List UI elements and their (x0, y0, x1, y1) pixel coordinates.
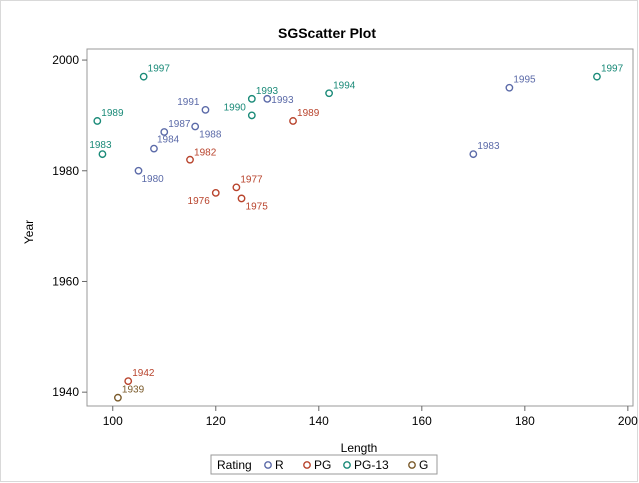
data-point-marker (237, 194, 246, 203)
data-point-marker (139, 72, 148, 81)
data-point-label: 1989 (101, 108, 124, 119)
legend-item-label: PG (314, 458, 331, 472)
data-point-label: 1988 (199, 129, 222, 140)
data-point-label: 1997 (601, 64, 624, 75)
data-point-label: 1942 (132, 368, 155, 379)
x-tick-label: 180 (515, 414, 535, 428)
data-point-marker (263, 94, 272, 103)
data-point-marker (247, 94, 256, 103)
data-point-label: 1991 (177, 97, 200, 108)
data-point-marker (505, 83, 514, 92)
x-tick-label: 140 (309, 414, 329, 428)
data-point-label: 1994 (333, 80, 356, 91)
data-point-label: 1939 (122, 385, 145, 396)
data-point-label: 1982 (194, 148, 217, 159)
data-point-marker (98, 150, 107, 159)
data-points: 1980 1984 1987 1988 1991 1993 1983 1995 1942 1982… (89, 64, 624, 402)
legend-items: R PG PG-13 G (264, 458, 428, 472)
y-tick-label: 1960 (52, 274, 79, 288)
data-point-label: 1990 (224, 102, 247, 113)
legend-frame (210, 454, 438, 475)
data-point-label: 1975 (246, 201, 269, 212)
data-point-marker (247, 111, 256, 120)
data-point-marker (160, 128, 169, 136)
legend-item-label: G (419, 458, 428, 472)
x-tick-label: 120 (206, 414, 226, 428)
legend-marker (264, 461, 272, 469)
plot-area (86, 48, 634, 407)
data-point-label: 1984 (157, 135, 180, 146)
data-point-marker (191, 122, 200, 131)
data-point-label: 1983 (477, 141, 500, 152)
data-point-label: 1980 (142, 174, 165, 185)
legend-item-label: PG-13 (354, 458, 389, 472)
x-axis-label: Length (341, 441, 378, 455)
y-tick-label: 1940 (52, 385, 79, 399)
data-point-label: 1989 (297, 108, 320, 119)
data-point-marker (593, 72, 601, 81)
x-tick-label: 100 (103, 414, 123, 428)
data-point-label: 1983 (89, 140, 112, 151)
data-point-marker (289, 117, 297, 125)
data-point-marker (150, 144, 158, 153)
data-point-label: 1993 (271, 95, 294, 106)
legend-marker (343, 461, 351, 469)
chart-title: SGScatter Plot (278, 25, 376, 41)
data-point-marker (114, 393, 122, 402)
data-point-label: 1997 (148, 64, 171, 75)
y-axis-label: Year (22, 220, 36, 244)
legend-marker (303, 461, 311, 469)
data-point-marker (469, 150, 478, 159)
legend: Rating R PG PG-13 G (210, 454, 438, 475)
data-point-marker (134, 166, 143, 175)
data-point-label: 1977 (240, 174, 263, 185)
data-point-marker (325, 89, 333, 98)
legend-title: Rating (217, 458, 252, 472)
data-point-marker (211, 189, 220, 197)
legend-marker (408, 461, 416, 469)
data-point-label: 1995 (513, 75, 536, 86)
data-point-marker (124, 377, 133, 385)
data-point-label: 1993 (256, 86, 279, 97)
data-point-label: 1987 (168, 119, 191, 130)
data-point-marker (93, 117, 102, 125)
y-tick-label: 1980 (52, 164, 79, 178)
data-point-marker (201, 105, 210, 114)
y-tick-label: 2000 (52, 53, 79, 67)
axes: 100 120 140 160 180 200 1940 1960 1980 2000 (52, 53, 638, 428)
x-tick-label: 200 (618, 414, 638, 428)
data-point-marker (232, 183, 241, 192)
data-point-marker (186, 155, 194, 164)
x-tick-label: 160 (412, 414, 432, 428)
data-point-label: 1976 (188, 196, 211, 207)
legend-item-label: R (275, 458, 284, 472)
